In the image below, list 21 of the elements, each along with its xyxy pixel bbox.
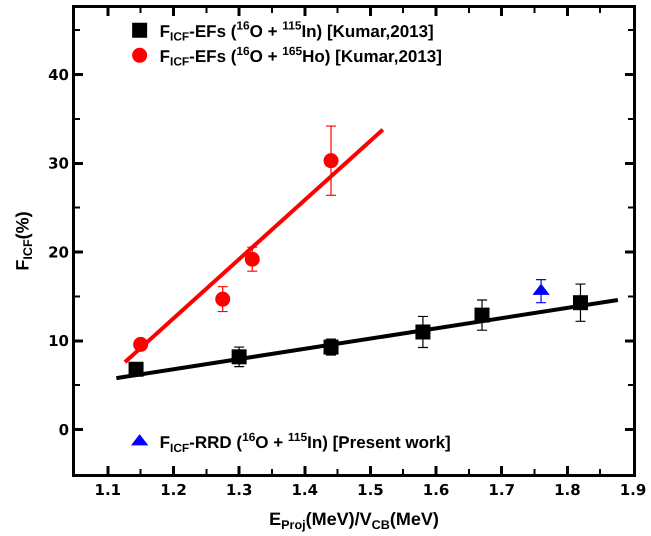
- point: [324, 153, 339, 168]
- y-tick-label: 10: [48, 332, 69, 350]
- x-tick-label: 1.5: [357, 481, 384, 499]
- x-tick-label: 1.1: [94, 481, 122, 499]
- x-tick-label: 1.7: [488, 481, 515, 499]
- point: [244, 252, 260, 267]
- x-tick-label: 1.3: [226, 481, 252, 499]
- y-tick-label: 20: [48, 243, 69, 262]
- y-tick-label: 30: [48, 154, 69, 173]
- x-tick-label: 1.9: [620, 481, 646, 499]
- x-axis-title: E$_{Proj}$(MeV)/V$_{CB}$(MeV): [269, 509, 439, 532]
- point: [215, 292, 230, 307]
- x-tick-label: 1.6: [422, 481, 450, 499]
- legend-label: F$_{ICF}$-EFs ($^{16}$O + $^{165}$Ho) [Kumar,2013]: [160, 44, 442, 69]
- x-tick-label: 1.4: [291, 481, 318, 499]
- y-tick-label: 0: [58, 420, 69, 439]
- x-tick-label: 1.8: [554, 481, 581, 499]
- legend-label: F$_{ICF}$-RRD ($^{16}$O + $^{115}$In) [Present work]: [160, 430, 451, 455]
- x-tick-label: 1.2: [160, 481, 187, 499]
- legend-label: F$_{ICF}$-EFs ($^{16}$O + $^{115}$In) [Kumar,2013]: [160, 18, 434, 44]
- y-tick-label: 40: [48, 66, 69, 84]
